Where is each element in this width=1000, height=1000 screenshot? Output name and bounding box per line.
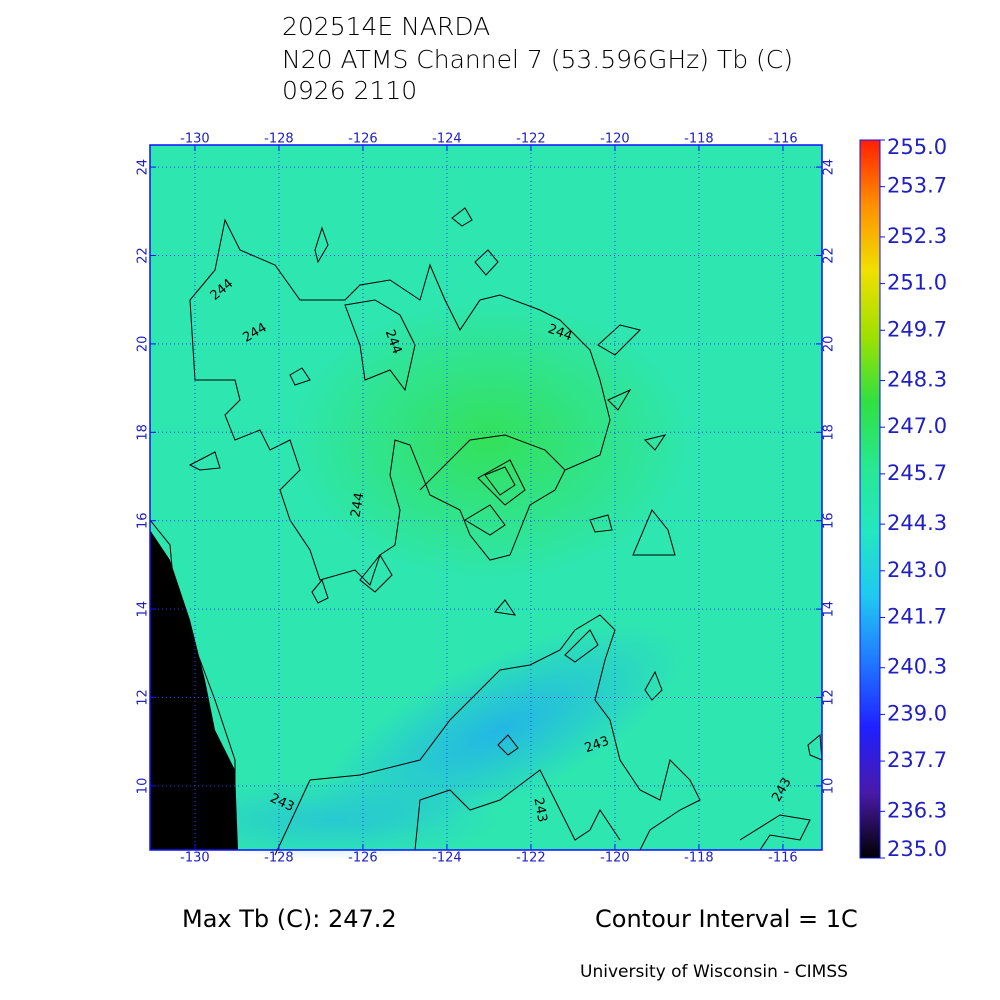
y-tick-label: 12 bbox=[822, 689, 837, 706]
x-tick-label: -124 bbox=[432, 851, 462, 866]
map-field bbox=[149, 145, 823, 860]
y-tick-label: 22 bbox=[136, 247, 151, 264]
colorbar-label: 253.7 bbox=[887, 174, 947, 198]
land bbox=[150, 530, 238, 850]
x-tick-label: -130 bbox=[180, 132, 210, 147]
contour-label: 244 bbox=[348, 491, 367, 518]
title-line: N20 ATMS Channel 7 (53.596GHz) Tb (C) bbox=[282, 45, 793, 74]
credit: University of Wisconsin - CIMSS bbox=[580, 962, 848, 982]
colorbar-label: 239.0 bbox=[887, 701, 947, 725]
y-tick-label: 10 bbox=[136, 778, 151, 795]
colorbar-label: 248.3 bbox=[887, 368, 947, 392]
x-tick-label: -128 bbox=[264, 132, 294, 147]
x-tick-label: -118 bbox=[684, 851, 714, 866]
cold-area bbox=[316, 624, 684, 836]
colorbar-label: 241.7 bbox=[887, 604, 947, 628]
colorbar-label: 252.3 bbox=[887, 224, 947, 248]
x-tick-label: -122 bbox=[516, 132, 546, 147]
y-tick-label: 18 bbox=[136, 424, 151, 441]
y-tick-label: 16 bbox=[822, 512, 837, 529]
x-tick-label: -120 bbox=[600, 851, 630, 866]
y-tick-label: 20 bbox=[822, 336, 837, 353]
contours bbox=[149, 207, 823, 856]
colorbar-label: 237.7 bbox=[887, 748, 947, 772]
colorbar-label: 240.3 bbox=[887, 655, 947, 679]
x-tick-label: -122 bbox=[516, 851, 546, 866]
contour-interval: Contour Interval = 1C bbox=[595, 905, 858, 933]
x-tick-label: -130 bbox=[180, 851, 210, 866]
colorbar-label: 236.3 bbox=[887, 798, 947, 822]
x-tick-label: -126 bbox=[348, 851, 378, 866]
colorbar-label: 244.3 bbox=[887, 511, 947, 535]
colorbar-label: 251.0 bbox=[887, 271, 947, 295]
x-tick-label: -126 bbox=[348, 132, 378, 147]
y-tick-label: 10 bbox=[822, 778, 837, 795]
x-tick-label: -120 bbox=[600, 132, 630, 147]
x-tick-label: -124 bbox=[432, 132, 462, 147]
y-tick-label: 12 bbox=[136, 689, 151, 706]
y-tick-label: 24 bbox=[136, 159, 151, 176]
cold-area bbox=[160, 780, 500, 860]
max-label: Max Tb (C): 247.2 bbox=[182, 905, 397, 933]
colorbar-label: 243.0 bbox=[887, 558, 947, 582]
colorbar-label: 249.7 bbox=[887, 317, 947, 341]
warm-area bbox=[290, 300, 690, 580]
colorbar-label: 235.0 bbox=[887, 837, 947, 861]
colorbar-label: 247.0 bbox=[887, 414, 947, 438]
colorbar-label: 245.7 bbox=[887, 461, 947, 485]
x-tick-label: -116 bbox=[768, 132, 798, 147]
colorbar-label: 255.0 bbox=[887, 135, 947, 159]
map-frame bbox=[149, 144, 823, 851]
contour-label: 243 bbox=[530, 796, 549, 823]
y-tick-label: 22 bbox=[822, 247, 837, 264]
title-line: 202514E NARDA bbox=[282, 12, 490, 41]
y-tick-label: 14 bbox=[822, 601, 837, 618]
y-tick-label: 20 bbox=[136, 336, 151, 353]
x-tick-label: -128 bbox=[264, 851, 294, 866]
colorbar: 255.0 253.7 252.3 251.0 249.7 248.3 247.0 245.7… bbox=[859, 135, 947, 861]
y-tick-label: 18 bbox=[822, 424, 837, 441]
y-tick-label: 24 bbox=[822, 159, 837, 176]
colorbar-fill bbox=[859, 139, 881, 859]
title-line: 0926 2110 bbox=[282, 76, 417, 105]
grid bbox=[150, 145, 822, 850]
y-tick-label: 16 bbox=[136, 512, 151, 529]
x-tick-label: -116 bbox=[768, 851, 798, 866]
x-tick-label: -118 bbox=[684, 132, 714, 147]
y-tick-label: 14 bbox=[136, 601, 151, 618]
